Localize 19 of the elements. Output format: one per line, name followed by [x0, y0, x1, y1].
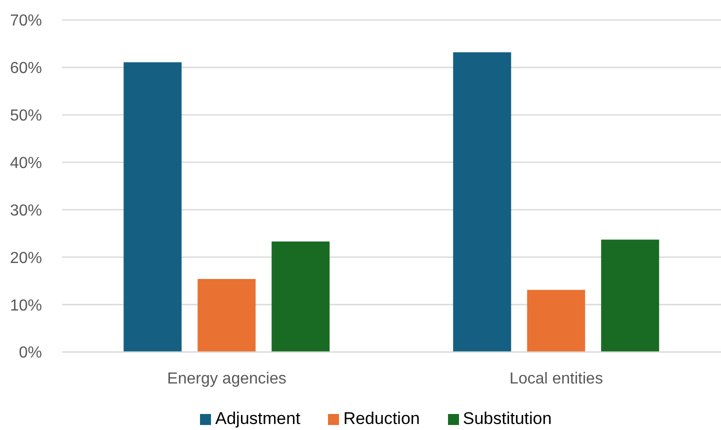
y-tick-label: 0%	[18, 344, 42, 362]
x-tick-label: Local entities	[510, 370, 603, 388]
y-tick-label: 10%	[10, 297, 42, 314]
legend-label: Adjustment	[215, 409, 300, 428]
bar	[198, 278, 256, 352]
bar	[527, 290, 586, 352]
y-tick-label: 30%	[10, 202, 42, 220]
y-tick-label: 70%	[10, 12, 42, 30]
y-tick-label: 40%	[10, 154, 42, 172]
x-tick-label: Energy agencies	[167, 370, 286, 388]
bar	[601, 240, 660, 352]
legend-label: Substitution	[462, 409, 552, 428]
y-tick-label: 20%	[10, 250, 42, 267]
bar	[272, 241, 330, 352]
y-tick-label: 50%	[10, 108, 42, 125]
bar	[124, 62, 182, 352]
legend-label: Reduction	[343, 409, 420, 428]
bar	[453, 52, 512, 352]
y-tick-label: 60%	[10, 60, 42, 78]
